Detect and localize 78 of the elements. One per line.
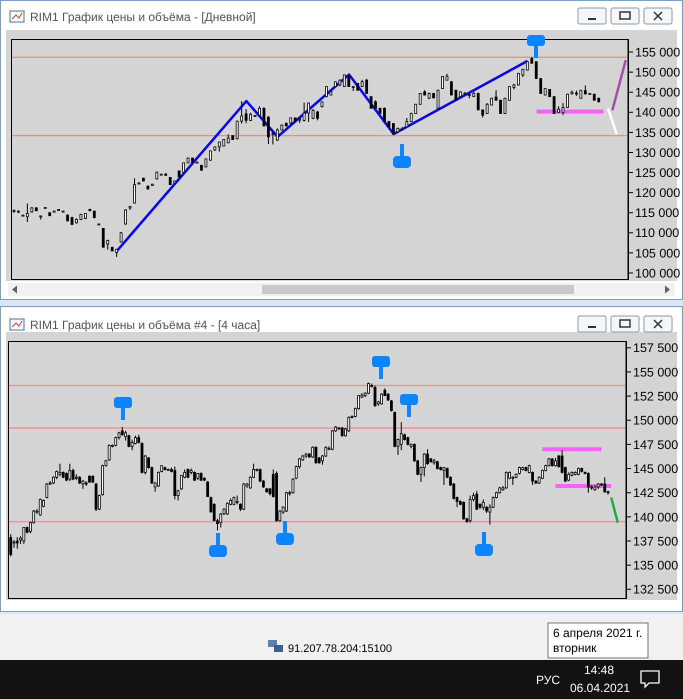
candlestick [342, 74, 346, 88]
y-tick-label: 137 500 [633, 534, 678, 548]
candlestick [58, 463, 62, 477]
line-series [116, 60, 529, 252]
y-tick-label: 105 000 [635, 246, 680, 260]
text: 91.207.78.204:15100 [288, 643, 392, 655]
candlestick [16, 536, 19, 550]
text: РУС [536, 673, 560, 687]
y-tick-label: 152 500 [633, 390, 678, 404]
candlestick [276, 128, 279, 142]
y-tick-label: 115 000 [635, 206, 680, 220]
y-tick-label: 157 500 [633, 341, 678, 356]
candlestick [504, 470, 508, 490]
y-tick-label: 132 500 [633, 582, 678, 597]
y-tick-label: 155 000 [633, 365, 678, 380]
candlestick [120, 232, 123, 243]
y-tick-label: 125 000 [635, 166, 680, 180]
candlestick [400, 422, 403, 451]
candlestick [380, 392, 383, 406]
candlestick [603, 476, 606, 494]
candlestick [314, 446, 318, 464]
candlestick [226, 502, 229, 516]
candlestick [219, 512, 222, 528]
chart-title: RIM1 График цены и объёма #4 - [4 часа] [30, 318, 260, 332]
y-tick-label: 140 000 [633, 510, 678, 524]
y-tick-label: 145 000 [635, 86, 680, 100]
chart-title: RIM1 График цены и объёма - [Дневной] [30, 10, 256, 24]
candlestick [124, 208, 127, 226]
candlestick [374, 384, 376, 408]
y-tick-label: 155 000 [635, 45, 680, 60]
candlestick [340, 426, 344, 438]
candlestick [462, 500, 466, 520]
text: вторник [553, 641, 598, 655]
candlestick [426, 448, 429, 466]
candlestick [72, 468, 74, 481]
y-tick-label: 147 500 [633, 438, 678, 452]
candlestick [114, 436, 118, 447]
y-tick-label: 135 000 [635, 126, 680, 140]
candlestick [365, 78, 368, 94]
y-tick-label: 142 500 [633, 486, 678, 500]
candlestick [193, 470, 196, 482]
candlestick [218, 141, 221, 152]
candlestick [186, 468, 190, 479]
candlestick [482, 498, 485, 511]
candlestick [330, 429, 334, 451]
y-tick-label: 150 000 [635, 66, 680, 80]
candlestick [130, 439, 134, 451]
y-tick-label: 130 000 [635, 146, 680, 160]
candlestick [302, 102, 306, 122]
candlestick [106, 239, 110, 250]
y-tick-label: 110 000 [635, 226, 680, 240]
candlestick [539, 78, 542, 94]
y-tick-label: 145 000 [633, 462, 678, 476]
candlestick [468, 495, 472, 524]
y-tick-label: 100 000 [635, 266, 680, 280]
y-tick-label: 120 000 [635, 186, 680, 200]
y-tick-label: 135 000 [633, 558, 678, 573]
text: 06.04.2021 [570, 681, 630, 695]
candlestick [586, 472, 590, 494]
candlestick [410, 112, 413, 122]
candlestick [206, 480, 210, 498]
candlestick [127, 434, 130, 448]
candlestick [584, 84, 587, 96]
candlestick [45, 482, 48, 499]
candlestick [367, 382, 370, 395]
candlestick [22, 526, 26, 544]
text: 14:48 [584, 663, 614, 677]
candlestick [68, 463, 72, 482]
candlestick [26, 202, 29, 222]
candlestick [476, 92, 480, 111]
y-tick-label: 150 000 [633, 414, 678, 428]
candlestick [442, 467, 446, 486]
candlestick [285, 491, 288, 513]
y-tick-label: 140 000 [635, 106, 680, 120]
candlestick [38, 498, 42, 516]
text: 6 апреля 2021 г. [553, 626, 642, 640]
candlestick [347, 416, 350, 432]
candlestick [534, 60, 538, 80]
